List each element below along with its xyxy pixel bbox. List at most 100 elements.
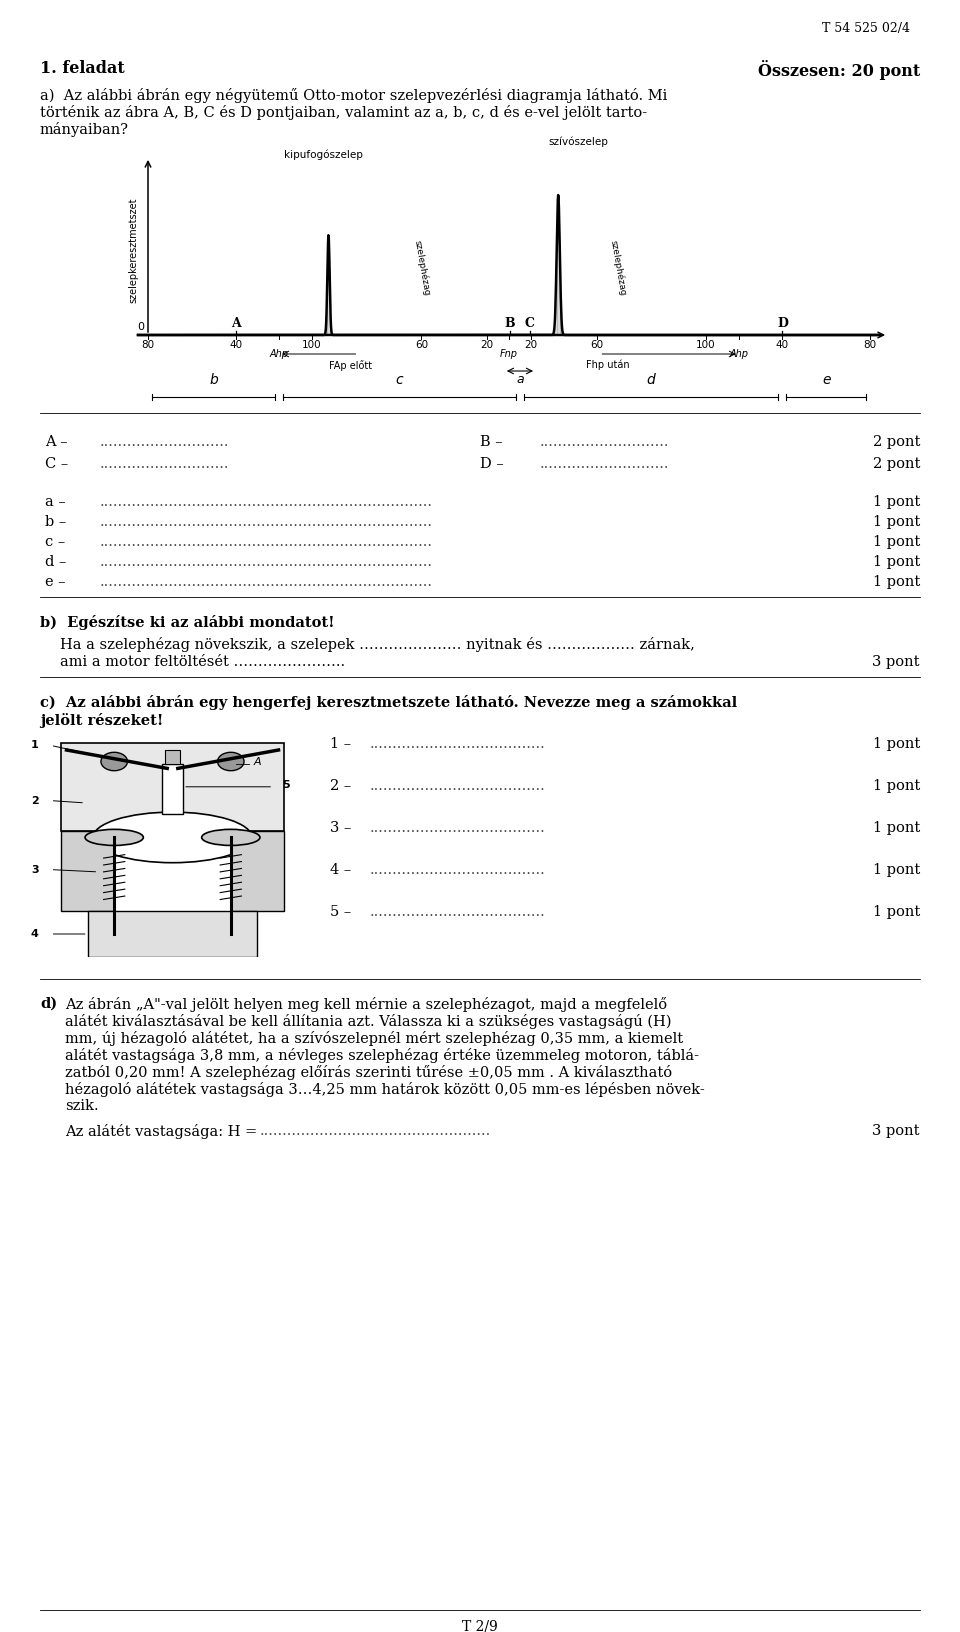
Text: Az ábrán „A"-val jelölt helyen meg kell mérnie a szelephézagot, majd a megfelelő: Az ábrán „A"-val jelölt helyen meg kell … [65, 997, 667, 1012]
Text: a)  Az alábbi ábrán egy négyütemű Otto-motor szelepvezérlési diagramja látható. : a) Az alábbi ábrán egy négyütemű Otto-mo… [40, 88, 667, 103]
Text: 3 pont: 3 pont [873, 1124, 920, 1138]
Text: 1 pont: 1 pont [873, 516, 920, 529]
Text: ........................................................................: ........................................… [100, 574, 433, 589]
Text: 2: 2 [31, 796, 38, 806]
Text: ............................: ............................ [540, 457, 669, 472]
Text: mányaiban?: mányaiban? [40, 122, 129, 137]
Text: 40: 40 [228, 339, 242, 349]
Text: 80: 80 [141, 339, 155, 349]
Text: D –: D – [480, 457, 504, 472]
Text: ........................................................................: ........................................… [100, 535, 433, 548]
Text: C: C [525, 317, 535, 330]
Text: e: e [822, 374, 830, 387]
Text: kipufogószelep: kipufogószelep [284, 150, 363, 160]
Text: alátét kiválasztásával be kell állítania azt. Válassza ki a szükséges vastagságú: alátét kiválasztásával be kell állítania… [65, 1013, 671, 1030]
Text: 5 –: 5 – [330, 906, 351, 919]
Text: A –: A – [45, 436, 67, 449]
Text: 4: 4 [31, 929, 38, 938]
Bar [87, 911, 257, 956]
Text: A: A [253, 757, 261, 767]
Text: 1. feladat: 1. feladat [40, 60, 125, 77]
Text: 1 –: 1 – [330, 738, 351, 751]
Text: Ahp: Ahp [730, 349, 748, 359]
Text: T 2/9: T 2/9 [462, 1621, 498, 1632]
Text: FAp előtt: FAp előtt [329, 361, 372, 370]
Text: b: b [209, 374, 218, 387]
Bar [162, 764, 183, 814]
Text: Az alátét vastagsága: H =: Az alátét vastagsága: H = [65, 1124, 257, 1139]
Text: 1 pont: 1 pont [873, 821, 920, 836]
Text: jelölt részeket!: jelölt részeket! [40, 713, 163, 728]
Text: 3 –: 3 – [330, 821, 351, 836]
Text: C –: C – [45, 457, 68, 472]
Text: Összesen: 20 pont: Összesen: 20 pont [757, 60, 920, 80]
Text: történik az ábra A, B, C és D pontjaiban, valamint az a, b, c, d és e-vel jelölt: történik az ábra A, B, C és D pontjaiban… [40, 104, 647, 121]
Text: 100: 100 [302, 339, 322, 349]
Text: 1 pont: 1 pont [873, 494, 920, 509]
Text: 80: 80 [863, 339, 876, 349]
Text: 20: 20 [481, 339, 493, 349]
Text: d –: d – [45, 555, 66, 570]
Text: d): d) [40, 997, 58, 1010]
Text: szelephézag: szelephézag [609, 240, 628, 297]
Bar [61, 743, 284, 831]
Text: szik.: szik. [65, 1098, 99, 1113]
Text: ........................................................................: ........................................… [100, 555, 433, 570]
Text: alátét vastagsága 3,8 mm, a névleges szelephézag értéke üzemmeleg motoron, táblá: alátét vastagsága 3,8 mm, a névleges sze… [65, 1048, 699, 1062]
Text: ............................: ............................ [100, 457, 229, 472]
Text: 2 pont: 2 pont [873, 436, 920, 449]
Text: a –: a – [45, 494, 65, 509]
Text: Ahp: Ahp [270, 349, 289, 359]
Text: D: D [777, 317, 788, 330]
Text: 0: 0 [137, 322, 144, 331]
Text: B: B [505, 317, 516, 330]
Text: 20: 20 [524, 339, 538, 349]
Text: 1 pont: 1 pont [873, 863, 920, 876]
Text: ......................................: ...................................... [370, 863, 545, 876]
Text: ......................................: ...................................... [370, 821, 545, 836]
Text: ......................................: ...................................... [370, 738, 545, 751]
Text: ......................................: ...................................... [370, 906, 545, 919]
Text: mm, új hézagoló alátétet, ha a szívószelepnél mért szelephézag 0,35 mm, a kiemel: mm, új hézagoló alátétet, ha a szívószel… [65, 1031, 684, 1046]
Text: 60: 60 [415, 339, 428, 349]
Ellipse shape [202, 829, 260, 845]
Text: A: A [230, 317, 240, 330]
Text: b –: b – [45, 516, 66, 529]
Text: 1 pont: 1 pont [873, 778, 920, 793]
Text: 1 pont: 1 pont [873, 574, 920, 589]
Text: d: d [647, 374, 656, 387]
Text: c –: c – [45, 535, 65, 548]
Text: Fnp: Fnp [500, 349, 518, 359]
Text: szelepkeresztmetszet: szelepkeresztmetszet [128, 197, 138, 304]
Ellipse shape [218, 752, 244, 770]
Text: 3: 3 [31, 865, 38, 875]
Bar [164, 751, 180, 764]
Text: 4 –: 4 – [330, 863, 351, 876]
Ellipse shape [166, 762, 180, 774]
Text: 1: 1 [31, 741, 38, 751]
Text: ..................................................: ........................................… [260, 1124, 492, 1138]
Text: B –: B – [480, 436, 503, 449]
Text: ............................: ............................ [100, 436, 229, 449]
Text: 2 –: 2 – [330, 778, 351, 793]
Text: e –: e – [45, 574, 65, 589]
Text: zatból 0,20 mm! A szelephézag előírás szerinti tűrése ±0,05 mm . A kiválasztható: zatból 0,20 mm! A szelephézag előírás sz… [65, 1066, 672, 1080]
Text: 1 pont: 1 pont [873, 535, 920, 548]
Text: 40: 40 [776, 339, 789, 349]
Bar [230, 831, 284, 911]
Text: c)  Az alábbi ábrán egy hengerfej keresztmetszete látható. Nevezze meg a számokk: c) Az alábbi ábrán egy hengerfej kereszt… [40, 695, 737, 710]
Text: szelephézag: szelephézag [412, 240, 431, 297]
Text: Fhp után: Fhp után [586, 361, 629, 370]
Text: hézagoló alátétek vastagsága 3…4,25 mm határok között 0,05 mm-es lépésben növek-: hézagoló alátétek vastagsága 3…4,25 mm h… [65, 1082, 705, 1097]
Text: 100: 100 [696, 339, 716, 349]
Bar [61, 831, 114, 911]
Text: 2 pont: 2 pont [873, 457, 920, 472]
Text: ami a motor feltöltését …………………..: ami a motor feltöltését ………………….. [60, 654, 346, 669]
Text: a: a [516, 374, 524, 387]
Text: 3 pont: 3 pont [873, 654, 920, 669]
Text: c: c [396, 374, 403, 387]
Text: T 54 525 02/4: T 54 525 02/4 [822, 21, 910, 34]
Text: 5: 5 [282, 780, 290, 790]
Text: ......................................: ...................................... [370, 778, 545, 793]
Text: 1 pont: 1 pont [873, 555, 920, 570]
